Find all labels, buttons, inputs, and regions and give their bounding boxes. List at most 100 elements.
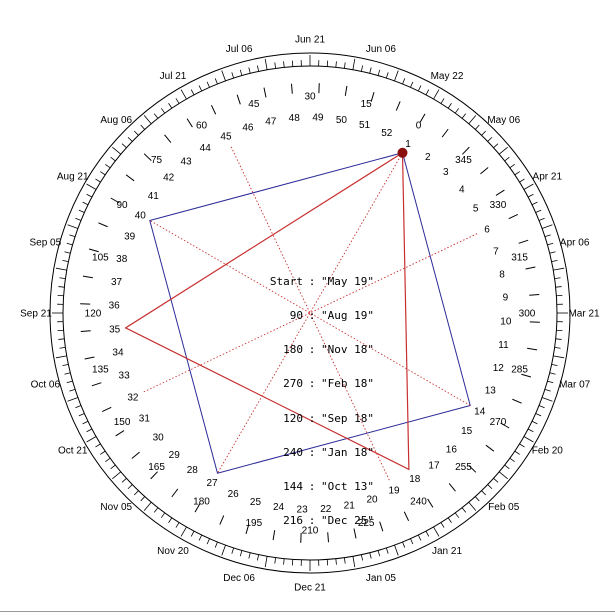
ring-tick bbox=[198, 534, 203, 541]
bottom-divider bbox=[0, 611, 615, 612]
week-label: 18 bbox=[409, 474, 421, 485]
week-tick bbox=[171, 488, 179, 498]
ring-tick bbox=[481, 490, 487, 496]
ring-tick bbox=[59, 346, 66, 349]
ring-tick bbox=[468, 115, 477, 125]
week-label: 1 bbox=[405, 139, 411, 150]
ring-tick bbox=[69, 388, 76, 392]
ring-tick bbox=[140, 496, 146, 502]
ring-tick bbox=[541, 397, 553, 402]
week-tick bbox=[518, 239, 529, 244]
week-label: 6 bbox=[484, 224, 490, 235]
ring-tick bbox=[168, 103, 173, 109]
ring-tick bbox=[180, 89, 187, 100]
week-tick bbox=[101, 406, 112, 413]
week-label: 3 bbox=[443, 167, 449, 178]
week-tick bbox=[88, 248, 99, 253]
ring-tick bbox=[231, 547, 235, 554]
ring-tick bbox=[519, 178, 525, 183]
legend-row: 180: "Nov 18" bbox=[255, 344, 374, 356]
ring-tick bbox=[121, 477, 127, 483]
outer-date-label: Mar 07 bbox=[559, 379, 591, 390]
ring-tick bbox=[538, 405, 545, 409]
ring-tick bbox=[447, 103, 452, 109]
degree-label: 270 bbox=[490, 417, 507, 428]
ring-tick bbox=[112, 471, 122, 480]
week-tick bbox=[236, 94, 241, 105]
outer-date-label: Apr 21 bbox=[533, 172, 563, 183]
week-tick bbox=[290, 83, 293, 94]
outer-ring bbox=[49, 52, 571, 574]
ring-tick bbox=[248, 67, 251, 74]
ring-tick bbox=[127, 484, 133, 490]
ring-tick bbox=[160, 108, 166, 114]
legend-value: "Aug 19" bbox=[321, 309, 374, 323]
legend-separator: : bbox=[308, 274, 316, 288]
week-tick bbox=[395, 101, 401, 111]
week-tick bbox=[131, 451, 140, 459]
ring-tick bbox=[100, 450, 106, 455]
ring-tick bbox=[481, 130, 487, 136]
ring-tick bbox=[385, 547, 389, 554]
week-label: 43 bbox=[180, 157, 192, 168]
legend-key: 240 bbox=[283, 445, 303, 459]
ring-tick bbox=[509, 457, 515, 463]
ring-tick bbox=[551, 363, 558, 366]
ring-tick bbox=[541, 224, 553, 229]
week-tick bbox=[110, 197, 120, 204]
week-label: 27 bbox=[206, 478, 218, 489]
ring-tick bbox=[86, 183, 97, 190]
ring-tick bbox=[402, 78, 406, 85]
week-label: 28 bbox=[187, 465, 199, 476]
week-tick bbox=[115, 430, 125, 437]
week-tick bbox=[219, 515, 225, 525]
ring-tick bbox=[86, 193, 93, 198]
ring-tick bbox=[127, 136, 133, 142]
week-tick bbox=[403, 511, 410, 522]
ring-tick bbox=[283, 61, 285, 68]
ring-tick bbox=[394, 544, 399, 556]
ring-tick bbox=[433, 89, 440, 100]
ring-tick bbox=[454, 512, 460, 518]
ring-tick bbox=[410, 538, 414, 545]
outer-date-label: Apr 06 bbox=[560, 238, 590, 249]
legend-value: "Feb 18" bbox=[321, 377, 374, 391]
legend-key: 144 bbox=[283, 480, 303, 494]
legend-separator: : bbox=[308, 309, 316, 323]
outer-date-label: Oct 21 bbox=[58, 446, 88, 457]
week-tick bbox=[529, 293, 540, 296]
outer-date-label: Aug 06 bbox=[100, 115, 132, 126]
ring-tick bbox=[547, 380, 554, 384]
date-legend: Start: "May 19" 90: "Aug 19" 180: "Nov 18" … bbox=[255, 253, 374, 538]
ring-tick bbox=[417, 85, 422, 92]
ring-tick bbox=[555, 286, 562, 288]
week-tick bbox=[525, 266, 536, 270]
ring-tick bbox=[531, 420, 538, 425]
week-label: 20 bbox=[367, 494, 379, 505]
ring-tick bbox=[523, 183, 534, 190]
ring-tick bbox=[78, 413, 85, 417]
degree-label: 315 bbox=[511, 252, 528, 263]
tick-marks bbox=[52, 55, 568, 571]
week-label: 24 bbox=[273, 502, 285, 513]
ring-tick bbox=[360, 65, 363, 72]
ring-tick bbox=[523, 436, 534, 443]
week-label: 33 bbox=[119, 371, 131, 382]
ring-tick bbox=[110, 464, 116, 470]
legend-value: "Oct 13" bbox=[321, 480, 374, 494]
ring-tick bbox=[58, 338, 65, 340]
degree-label: 285 bbox=[511, 365, 528, 376]
ring-tick bbox=[498, 471, 508, 480]
legend-key: 216 bbox=[283, 514, 303, 528]
ring-tick bbox=[527, 193, 534, 198]
week-tick bbox=[480, 167, 489, 175]
week-tick bbox=[353, 528, 357, 539]
ring-tick bbox=[474, 124, 480, 130]
outer-date-labels: Jun 21 Jun 06 May 22 May 06 Apr 21 Apr 06 Mar … bbox=[20, 35, 600, 594]
week-label: 11 bbox=[498, 340, 509, 351]
ring-tick bbox=[531, 201, 538, 206]
ring-tick bbox=[547, 242, 554, 246]
week-tick bbox=[186, 118, 193, 128]
week-label: 4 bbox=[459, 185, 465, 196]
